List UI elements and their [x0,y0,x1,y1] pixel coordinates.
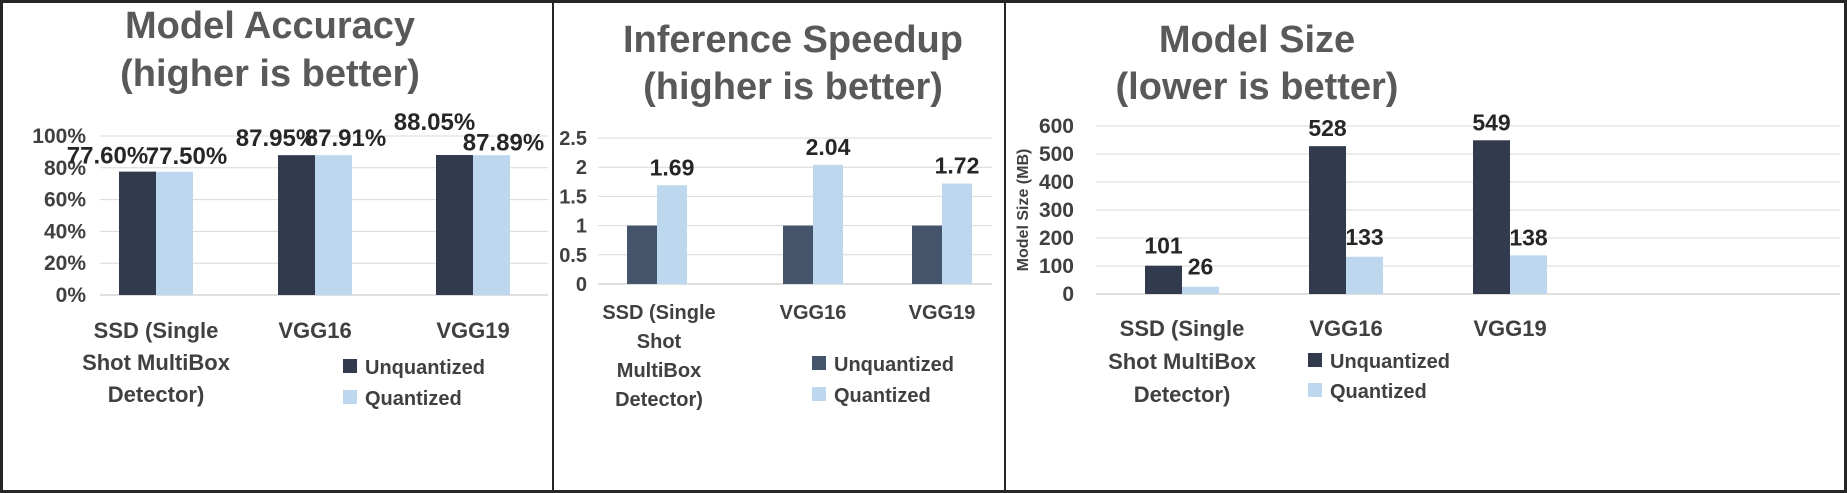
y-tick-label: 0% [56,284,87,307]
y-tick-label: 0 [576,274,587,296]
bar-unquantized-2 [278,155,315,295]
category-label: VGG16 [1309,316,1382,341]
data-label: 87.95% [236,125,317,152]
bar-quantized-2 [1346,256,1383,294]
data-label: 549 [1472,109,1510,135]
legend-swatch [1308,353,1322,367]
bar-quantized-1 [1182,286,1219,294]
legend-label: Unquantized [365,357,485,379]
bar-unquantized-1 [119,171,156,295]
data-label: 528 [1308,115,1347,141]
data-label: 138 [1509,224,1548,250]
data-label: 1.72 [935,153,980,179]
legend-swatch [343,390,357,404]
y-tick-label: 0.5 [559,245,587,267]
y-tick-label: 1 [576,216,587,238]
legend-swatch [812,387,826,401]
bar-quantized-2 [813,164,843,284]
chart-subtitle: (higher is better) [643,66,943,108]
chart-subtitle: (higher is better) [120,53,420,95]
category-label: Detector) [615,389,703,411]
legend-swatch [343,359,357,373]
chart-subtitle: (lower is better) [1116,66,1399,108]
bar-unquantized-1 [1145,265,1182,294]
y-axis-title: Model Size (MB) [1015,149,1032,272]
y-tick-label: 400 [1039,171,1074,194]
y-tick-label: 100% [32,125,86,148]
y-tick-label: 200 [1039,227,1074,250]
chart-panel-1: Model Accuracy (higher is better) 0% 20% 40%… [32,5,548,410]
legend: Unquantized Quantized [343,357,485,410]
category-label: Detector) [108,382,205,407]
legend-label: Unquantized [834,354,954,376]
data-label: 101 [1144,233,1183,259]
y-tick-label: 20% [44,252,86,275]
legend-label: Quantized [1330,381,1427,403]
y-tick-label: 100 [1039,255,1074,278]
bar-unquantized-3 [912,225,942,284]
bar-quantized-2 [315,155,352,295]
y-tick-label: 0 [1062,283,1074,306]
bar-unquantized-2 [1309,146,1346,294]
data-label: 133 [1345,224,1383,250]
bar-quantized-3 [473,155,510,295]
y-tick-label: 500 [1039,143,1074,166]
category-label: Shot MultiBox [1108,349,1257,374]
chart-title: Model Accuracy [125,5,415,47]
bar-unquantized-3 [436,155,473,295]
data-label: 87.89% [463,129,544,156]
y-tick-label: 40% [44,220,86,243]
legend: Unquantized Quantized [1308,351,1450,403]
category-label: Shot [637,331,682,353]
legend: Unquantized Quantized [812,354,954,407]
legend-label: Quantized [834,385,931,407]
category-label: VGG19 [436,318,509,343]
legend-label: Quantized [365,388,462,410]
category-label: VGG19 [909,302,976,324]
chart-panel-3: Model Size (lower is better) 0 100 200 300 400… [1015,19,1840,407]
bar-unquantized-1 [627,225,657,284]
data-label: 2.04 [806,134,851,160]
legend-swatch [1308,383,1322,397]
data-label: 77.60% [67,143,148,170]
data-label: 87.91% [305,125,386,152]
bar-quantized-1 [156,171,193,295]
chart-title: Inference Speedup [623,19,963,61]
category-label: VGG16 [278,318,351,343]
category-label: VGG19 [1473,316,1546,341]
category-label: Shot MultiBox [82,350,231,375]
bar-quantized-1 [657,185,687,284]
y-tick-label: 80% [44,157,86,180]
category-label: VGG16 [780,302,847,324]
y-tick-label: 600 [1039,115,1074,138]
data-label: 77.50% [146,143,227,170]
bar-unquantized-3 [1473,140,1510,294]
legend-label: Unquantized [1330,351,1450,373]
category-label: Detector) [1134,382,1231,407]
chart-title: Model Size [1159,19,1355,61]
y-tick-label: 2 [576,157,587,179]
category-label: SSD (Single [1120,316,1245,341]
y-tick-label: 300 [1039,199,1074,222]
data-label: 88.05% [394,109,475,136]
category-label: SSD (Single [602,302,715,324]
category-label: SSD (Single [94,318,219,343]
bar-quantized-3 [942,183,972,284]
chart-panel-2: Inference Speedup (higher is better) 0 0.5 1… [559,19,992,411]
bar-quantized-3 [1510,255,1547,294]
y-tick-label: 1.5 [559,186,587,208]
data-label: 26 [1188,254,1214,280]
bar-unquantized-2 [783,225,813,284]
y-tick-label: 2.5 [559,128,587,150]
data-label: 1.69 [650,154,695,180]
y-tick-label: 60% [44,189,86,212]
legend-swatch [812,356,826,370]
category-label: MultiBox [617,360,701,382]
